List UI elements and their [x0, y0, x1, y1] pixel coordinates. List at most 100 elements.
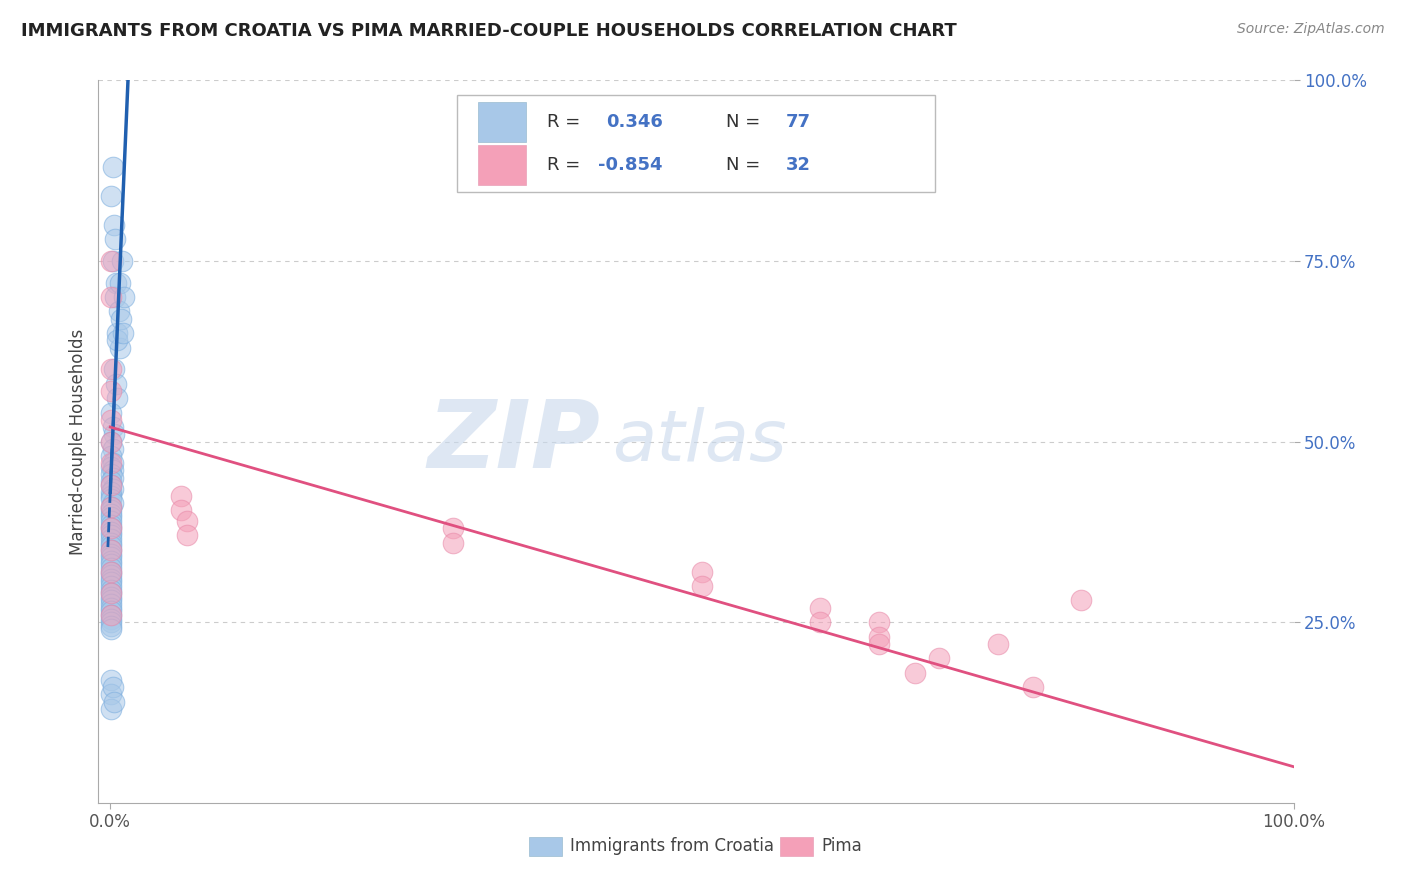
Point — [170, 503, 193, 517]
Point — [868, 637, 890, 651]
Point — [690, 579, 713, 593]
Point — [100, 449, 122, 463]
Point — [100, 459, 122, 474]
Point — [100, 253, 122, 268]
Point — [100, 517, 122, 532]
Point — [100, 406, 122, 420]
Point — [100, 542, 122, 557]
Point — [104, 290, 127, 304]
Point — [101, 463, 124, 477]
Text: 77: 77 — [786, 113, 811, 131]
Text: R =: R = — [547, 156, 579, 174]
Point — [101, 470, 124, 484]
Point — [904, 665, 927, 680]
Point — [100, 467, 122, 481]
Point — [101, 496, 124, 510]
Point — [100, 554, 122, 568]
Y-axis label: Married-couple Households: Married-couple Households — [69, 328, 87, 555]
Text: Pima: Pima — [821, 838, 862, 855]
Point — [103, 695, 125, 709]
Point — [176, 528, 198, 542]
Point — [112, 326, 135, 340]
Point — [107, 304, 129, 318]
Point — [100, 434, 122, 449]
Point — [928, 651, 950, 665]
Point — [100, 607, 122, 622]
Point — [110, 311, 132, 326]
Point — [100, 611, 122, 625]
Point — [100, 413, 122, 427]
Text: Immigrants from Croatia: Immigrants from Croatia — [571, 838, 775, 855]
Point — [108, 276, 131, 290]
Point — [1070, 593, 1092, 607]
Point — [100, 528, 122, 542]
Point — [105, 376, 128, 391]
Point — [100, 582, 122, 597]
Point — [100, 687, 122, 701]
Point — [100, 514, 122, 528]
Point — [100, 478, 122, 492]
Point — [100, 558, 122, 572]
Point — [100, 524, 122, 539]
FancyBboxPatch shape — [457, 95, 935, 193]
Point — [441, 535, 464, 549]
Point — [100, 492, 122, 507]
Point — [100, 565, 122, 579]
Point — [100, 362, 122, 376]
Point — [100, 623, 122, 637]
Text: 32: 32 — [786, 156, 811, 174]
Point — [100, 521, 122, 535]
Point — [100, 586, 122, 600]
Point — [690, 565, 713, 579]
Point — [100, 510, 122, 524]
Point — [100, 478, 122, 492]
Point — [100, 561, 122, 575]
Point — [100, 619, 122, 633]
Point — [100, 604, 122, 618]
Text: IMMIGRANTS FROM CROATIA VS PIMA MARRIED-COUPLE HOUSEHOLDS CORRELATION CHART: IMMIGRANTS FROM CROATIA VS PIMA MARRIED-… — [21, 22, 957, 40]
Point — [100, 579, 122, 593]
Point — [170, 489, 193, 503]
Point — [101, 456, 124, 470]
Point — [100, 572, 122, 586]
Point — [176, 514, 198, 528]
Point — [100, 547, 122, 561]
Text: N =: N = — [725, 156, 761, 174]
Point — [100, 600, 122, 615]
Point — [103, 218, 125, 232]
Text: N =: N = — [725, 113, 761, 131]
Point — [100, 702, 122, 716]
Point — [100, 507, 122, 521]
Text: R =: R = — [547, 113, 579, 131]
Point — [100, 565, 122, 579]
Point — [103, 427, 125, 442]
Point — [100, 607, 122, 622]
Point — [101, 253, 124, 268]
Point — [868, 630, 890, 644]
Text: atlas: atlas — [613, 407, 787, 476]
Point — [101, 160, 124, 174]
Point — [1022, 680, 1045, 694]
Point — [101, 482, 124, 496]
FancyBboxPatch shape — [478, 145, 526, 185]
Point — [101, 680, 124, 694]
Point — [103, 362, 125, 376]
Point — [808, 600, 831, 615]
Point — [100, 615, 122, 630]
Text: ZIP: ZIP — [427, 395, 600, 488]
Point — [868, 615, 890, 630]
Point — [100, 489, 122, 503]
Text: 0.346: 0.346 — [606, 113, 664, 131]
Point — [105, 276, 128, 290]
Point — [101, 420, 124, 434]
Point — [441, 521, 464, 535]
Point — [100, 568, 122, 582]
Point — [100, 575, 122, 590]
Text: -0.854: -0.854 — [598, 156, 662, 174]
Point — [100, 475, 122, 489]
Point — [111, 253, 134, 268]
Point — [100, 550, 122, 565]
Point — [105, 391, 128, 405]
Point — [100, 290, 122, 304]
Point — [987, 637, 1010, 651]
